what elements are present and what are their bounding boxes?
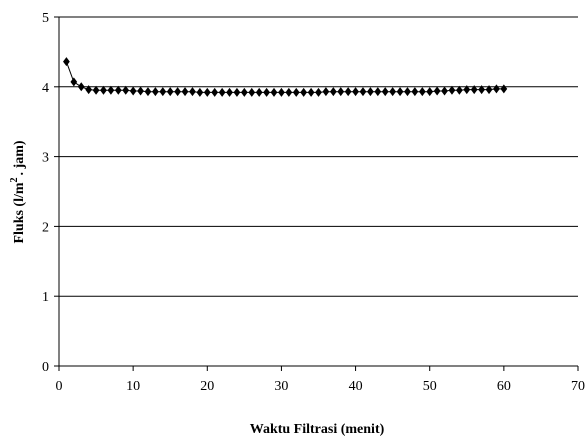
data-point: [85, 85, 93, 95]
data-point: [166, 87, 174, 97]
data-point: [233, 87, 241, 97]
data-point: [248, 87, 256, 97]
data-point: [485, 85, 493, 95]
data-point: [196, 87, 204, 97]
data-point: [411, 87, 419, 97]
x-tick-label-50: 50: [423, 379, 437, 394]
data-point: [367, 87, 374, 97]
data-point: [63, 57, 70, 67]
data-point: [500, 84, 508, 94]
data-point: [203, 87, 211, 97]
data-point: [70, 77, 78, 87]
y-axis-title-main: Fluks (l/m: [12, 182, 27, 243]
data-point: [129, 86, 137, 96]
x-tick-label-0: 0: [56, 379, 63, 394]
x-tick-label-20: 20: [200, 379, 214, 394]
data-point: [470, 85, 478, 95]
data-point: [226, 87, 233, 97]
data-point: [174, 87, 182, 97]
data-point: [189, 87, 196, 97]
data-point: [352, 87, 359, 97]
data-point: [359, 87, 367, 97]
x-tick-label-30: 30: [274, 379, 288, 394]
data-point: [329, 87, 337, 97]
data-point: [263, 87, 270, 97]
data-point: [270, 87, 278, 97]
y-tick-label-2: 2: [42, 220, 49, 235]
x-tick-label-70: 70: [571, 379, 585, 394]
y-tick-label-0: 0: [42, 360, 49, 375]
data-point: [404, 87, 411, 97]
y-axis-title-superscript: 2: [9, 177, 20, 182]
data-point: [255, 87, 263, 97]
data-point: [441, 86, 448, 96]
y-tick-label-5: 5: [42, 11, 49, 26]
data-point: [240, 87, 248, 97]
x-tick-label-60: 60: [497, 379, 511, 394]
data-point: [426, 87, 434, 97]
data-point: [292, 87, 300, 97]
data-point: [344, 87, 352, 97]
data-point: [455, 85, 463, 95]
data-point: [337, 87, 345, 97]
data-point: [448, 85, 456, 95]
data-point: [100, 85, 107, 95]
data-point: [137, 86, 144, 96]
data-point: [374, 87, 382, 97]
data-point: [114, 85, 122, 95]
series-flux: [63, 57, 508, 97]
data-point: [493, 84, 500, 94]
y-axis-title: Fluks (l/m2 . jam): [9, 140, 27, 243]
data-point: [107, 85, 115, 95]
y-tick-label-3: 3: [42, 151, 49, 166]
y-tick-label-1: 1: [42, 290, 49, 305]
data-point: [92, 85, 100, 95]
data-point: [152, 87, 159, 97]
data-point: [300, 87, 308, 97]
data-point: [285, 87, 293, 97]
data-point: [278, 87, 285, 97]
data-point: [218, 87, 226, 97]
series-line: [65, 61, 504, 93]
data-point: [181, 87, 189, 97]
data-point: [463, 85, 471, 95]
data-point: [433, 86, 441, 96]
data-point: [211, 87, 219, 97]
x-tick-label-40: 40: [349, 379, 363, 394]
data-point: [389, 87, 397, 97]
data-point: [396, 87, 404, 97]
data-point: [159, 87, 167, 97]
data-point: [322, 87, 330, 97]
x-axis-title: Waktu Filtrasi (menit): [250, 422, 385, 437]
y-axis-title-unit: . jam): [12, 140, 27, 175]
gridlines: [59, 16, 578, 297]
data-point: [418, 87, 426, 97]
data-point: [315, 87, 322, 97]
axes: [54, 16, 579, 371]
data-point: [122, 85, 130, 95]
y-tick-label-4: 4: [42, 81, 49, 96]
data-point: [77, 82, 85, 92]
data-point: [144, 87, 152, 97]
data-point: [307, 87, 315, 97]
data-point: [478, 85, 485, 95]
x-tick-label-10: 10: [126, 379, 140, 394]
data-point: [381, 87, 389, 97]
